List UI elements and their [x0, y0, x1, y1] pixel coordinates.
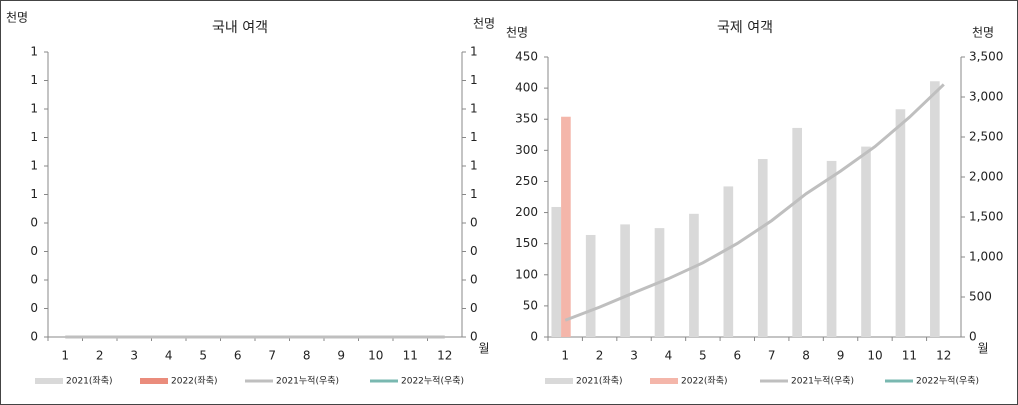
x-tick-label: 4 — [165, 349, 173, 363]
x-tick-label: 9 — [837, 349, 845, 363]
x-tick-label: 5 — [699, 349, 707, 363]
y-tick-label: 0 — [30, 273, 38, 287]
y-tick-label: 1 — [30, 187, 38, 201]
bar — [620, 224, 630, 337]
x-tick-label: 6 — [733, 349, 741, 363]
y-tick-label: 100 — [515, 267, 538, 281]
legend-label: 2022(좌축) — [681, 376, 728, 387]
y2-tick-label: 1 — [470, 102, 478, 116]
y-tick-label: 400 — [515, 81, 538, 95]
bar — [895, 109, 906, 338]
bar — [561, 116, 571, 337]
y2-unit: 천명 — [473, 16, 495, 31]
x-tick-label: 7 — [768, 349, 776, 363]
x-tick-label: 3 — [130, 349, 138, 363]
legend-swatch — [545, 378, 573, 384]
x-tick-label: 6 — [234, 349, 242, 363]
x-tick-label: 12 — [437, 349, 452, 363]
x-unit: 월 — [977, 342, 988, 356]
legend-swatch — [650, 378, 678, 384]
x-tick-label: 10 — [867, 349, 882, 363]
legend-swatch — [35, 378, 63, 384]
chart-title: 국내 여객 — [212, 20, 268, 36]
y-tick-label: 0 — [30, 244, 38, 258]
line — [564, 83, 945, 322]
legend-swatch — [140, 378, 168, 384]
legend-label: 2022누적(우축) — [916, 375, 979, 387]
y2-tick-label: 1 — [470, 45, 478, 59]
bar — [792, 127, 802, 337]
x-tick-label: 1 — [561, 349, 569, 363]
y-tick-label: 1 — [30, 130, 38, 144]
bar — [723, 186, 734, 337]
y2-tick-label: 1 — [470, 130, 478, 144]
x-tick-label: 2 — [596, 349, 604, 363]
bar — [826, 160, 837, 337]
y2-tick-label: 1,500 — [969, 210, 1003, 224]
bar — [757, 159, 768, 337]
y-tick-label: 1 — [30, 73, 38, 87]
y2-tick-label: 1 — [470, 159, 478, 173]
y-tick-label: 50 — [523, 298, 538, 312]
x-tick-label: 12 — [936, 349, 951, 363]
x-tick-label: 8 — [303, 349, 311, 363]
y2-tick-label: 1 — [470, 187, 478, 201]
x-tick-label: 10 — [368, 349, 383, 363]
bar — [861, 146, 871, 337]
y-tick-label: 1 — [30, 45, 38, 59]
x-unit: 월 — [478, 342, 489, 356]
y-tick-label: 200 — [515, 205, 538, 219]
y2-tick-label: 0 — [470, 330, 478, 344]
y2-tick-label: 500 — [969, 290, 992, 304]
x-tick-label: 11 — [403, 349, 418, 363]
y-tick-label: 0 — [30, 216, 38, 230]
y2-tick-label: 0 — [470, 273, 478, 287]
legend-label: 2021누적(우축) — [791, 375, 854, 387]
bar — [585, 234, 596, 337]
x-tick-label: 3 — [630, 349, 638, 363]
bar — [930, 81, 940, 338]
y-tick-label: 150 — [515, 236, 538, 250]
y2-unit: 천명 — [972, 25, 994, 40]
y-tick-label: 0 — [30, 301, 38, 315]
y2-tick-label: 1 — [470, 73, 478, 87]
y-unit: 천명 — [6, 10, 28, 25]
legend-label: 2022누적(우축) — [401, 375, 464, 387]
x-tick-label: 11 — [902, 349, 917, 363]
bar — [551, 206, 562, 337]
legend-label: 2021(좌축) — [66, 376, 113, 387]
x-tick-label: 2 — [96, 349, 104, 363]
y2-tick-label: 2,000 — [969, 170, 1003, 184]
y2-tick-label: 0 — [470, 244, 478, 258]
y-tick-label: 450 — [515, 50, 538, 64]
y2-tick-label: 2,500 — [969, 130, 1003, 144]
y-tick-label: 250 — [515, 174, 538, 188]
y2-tick-label: 0 — [470, 216, 478, 230]
y2-tick-label: 3,000 — [969, 90, 1003, 104]
y2-tick-label: 0 — [969, 330, 977, 344]
x-tick-label: 8 — [802, 349, 810, 363]
x-tick-label: 4 — [665, 349, 673, 363]
x-tick-label: 1 — [61, 349, 69, 363]
legend-label: 2021(좌축) — [576, 376, 623, 387]
y-tick-label: 0 — [30, 330, 38, 344]
y2-tick-label: 3,500 — [969, 50, 1003, 64]
legend-label: 2021누적(우축) — [276, 375, 339, 387]
y-tick-label: 1 — [30, 159, 38, 173]
y-tick-label: 1 — [30, 102, 38, 116]
y-tick-label: 350 — [515, 112, 538, 126]
legend-label: 2022(좌축) — [171, 376, 218, 387]
x-tick-label: 5 — [199, 349, 207, 363]
y-tick-label: 300 — [515, 143, 538, 157]
y2-tick-label: 1,000 — [969, 250, 1003, 264]
y2-tick-label: 0 — [470, 301, 478, 315]
y-tick-label: 0 — [530, 330, 538, 344]
chart-title: 국제 여객 — [717, 20, 773, 36]
x-tick-label: 7 — [268, 349, 276, 363]
y-unit: 천명 — [506, 25, 528, 40]
x-tick-label: 9 — [337, 349, 345, 363]
bar — [689, 213, 699, 337]
